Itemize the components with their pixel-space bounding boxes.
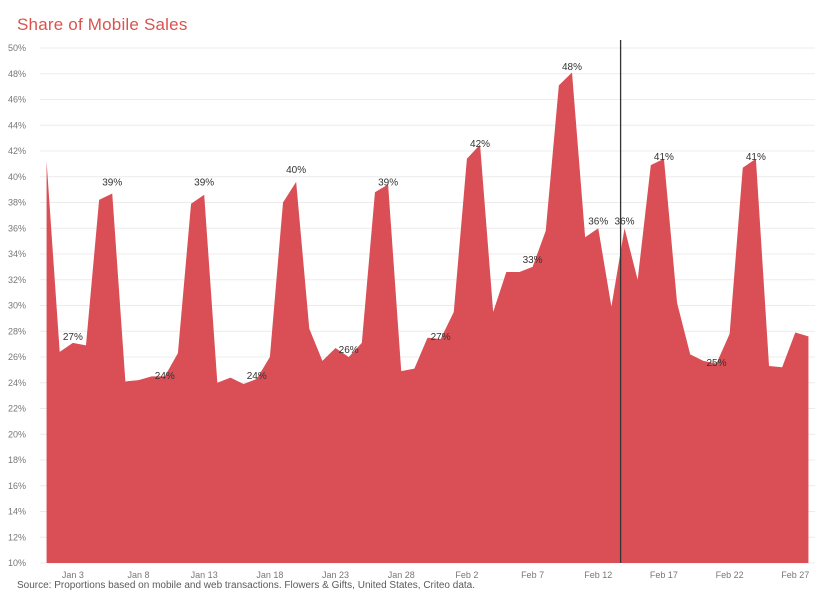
y-tick-label: 36% [8,223,26,233]
data-label: 48% [562,62,582,73]
y-tick-label: 34% [8,249,26,259]
x-tick-label: Feb 2 [455,570,478,580]
data-label: 39% [102,178,122,189]
y-tick-label: 26% [8,352,26,362]
data-label: 41% [746,152,766,163]
y-tick-label: 38% [8,198,26,208]
x-axis: Jan 3 Jan 8 Jan 13 Jan 18 Jan 23 Jan 28 Feb 2 F… [62,570,809,580]
x-tick-label: Jan 8 [128,570,150,580]
x-tick-label: Feb 17 [650,570,678,580]
data-labels: 27% 39% 24% 39% 24% 40% 26% 39% 27% 42% 33% 48% 36% 3… [63,62,766,382]
y-tick-label: 10% [8,558,26,568]
y-tick-label: 22% [8,404,26,414]
y-tick-label: 40% [8,172,26,182]
data-label: 27% [63,332,83,343]
data-label: 25% [706,358,726,369]
x-tick-label: Jan 28 [388,570,415,580]
y-tick-label: 30% [8,301,26,311]
data-label: 24% [247,371,267,382]
y-tick-label: 12% [8,532,26,542]
y-tick-label: 42% [8,146,26,156]
y-axis: 10% 12% 14% 16% 18% 20% 22% 24% 26% 28% 30% 32% 34% 3… [8,43,26,568]
data-label: 36% [615,216,635,227]
y-tick-label: 14% [8,507,26,517]
y-tick-label: 50% [8,43,26,53]
x-tick-label: Feb 27 [781,570,809,580]
x-tick-label: Jan 23 [322,570,349,580]
source-note: Source: Proportions based on mobile and … [17,580,476,591]
data-label: 42% [470,139,490,150]
y-tick-label: 46% [8,95,26,105]
data-label: 36% [588,216,608,227]
chart-title: Share of Mobile Sales [17,15,188,34]
data-label: 24% [155,371,175,382]
data-label: 27% [431,332,451,343]
y-tick-label: 32% [8,275,26,285]
y-tick-label: 16% [8,481,26,491]
y-tick-label: 20% [8,429,26,439]
x-tick-label: Jan 18 [256,570,283,580]
data-label: 39% [378,178,398,189]
x-tick-label: Jan 13 [191,570,218,580]
x-tick-label: Feb 7 [521,570,544,580]
x-tick-label: Feb 12 [584,570,612,580]
data-label: 41% [654,152,674,163]
data-label: 33% [523,255,543,266]
share-area [46,72,809,564]
x-tick-label: Feb 22 [716,570,744,580]
data-label: 40% [286,165,306,176]
y-tick-label: 18% [8,455,26,465]
y-tick-label: 28% [8,326,26,336]
x-tick-label: Jan 3 [62,570,84,580]
series-area [46,72,809,564]
data-label: 39% [194,178,214,189]
y-tick-label: 44% [8,120,26,130]
data-label: 26% [339,345,359,356]
y-tick-label: 48% [8,69,26,79]
y-tick-label: 24% [8,378,26,388]
